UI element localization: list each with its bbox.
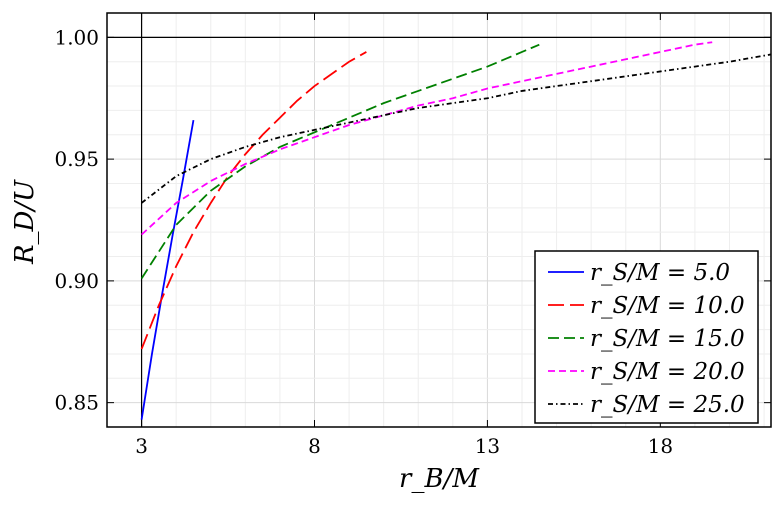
legend-label-1: r_S/M = 5.0 — [590, 260, 730, 286]
legend-box — [534, 250, 759, 424]
x-axis-label: r_B/M — [399, 464, 480, 494]
ticks — [107, 13, 771, 427]
x-tick-label: 8 — [308, 434, 321, 458]
x-tick-label: 13 — [475, 434, 500, 458]
plot-frame — [106, 12, 772, 428]
x-tick-label: 18 — [648, 434, 673, 458]
y-tick-label: 1.00 — [54, 25, 99, 49]
series-layer — [140, 41, 771, 420]
tick-labels: 3 8 13 18 0.85 0.90 0.95 1.00 — [54, 25, 673, 458]
legend-label-5: r_S/M = 25.0 — [590, 392, 745, 418]
legend-label-2: r_S/M = 10.0 — [590, 293, 745, 319]
series-line-3 — [140, 43, 540, 279]
series-line-5 — [141, 53, 771, 204]
reference-lines — [107, 13, 771, 427]
y-tick-label: 0.90 — [54, 269, 99, 293]
legend-label-4: r_S/M = 20.0 — [590, 359, 745, 385]
y-tick-label: 0.85 — [54, 391, 99, 415]
y-tick-label: 0.95 — [54, 147, 99, 171]
series-line-1 — [140, 119, 195, 420]
legend: r_S/M = 5.0 r_S/M = 10.0 r_S/M = 15.0 r_S/M… — [534, 250, 759, 424]
legend-label-3: r_S/M = 15.0 — [590, 326, 745, 352]
x-tick-label: 3 — [135, 434, 148, 458]
y-axis-label: R_D/U — [10, 179, 40, 265]
